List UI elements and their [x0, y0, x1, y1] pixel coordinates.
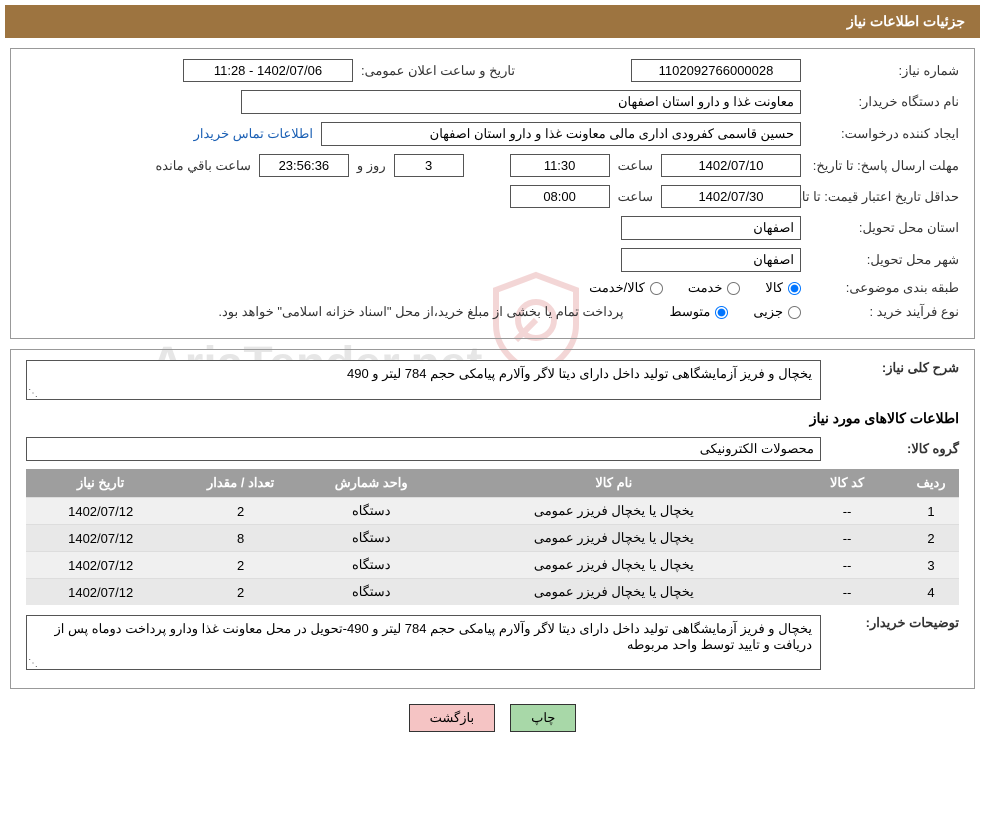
table-cell: دستگاه [306, 579, 437, 606]
table-cell: 2 [175, 579, 306, 606]
requester-label: ایجاد کننده درخواست: [809, 126, 959, 142]
table-cell: -- [791, 579, 903, 606]
table-row: 3--یخچال یا یخچال فریزر عمومیدستگاه21402… [26, 552, 959, 579]
table-header-cell: نام کالا [437, 469, 792, 498]
table-cell: یخچال یا یخچال فریزر عمومی [437, 525, 792, 552]
deadline-date-value: 1402/07/10 [661, 154, 801, 177]
group-label: گروه کالا: [829, 441, 959, 457]
table-cell: 2 [903, 525, 959, 552]
countdown-value: 23:56:36 [259, 154, 349, 177]
table-cell: یخچال یا یخچال فریزر عمومی [437, 579, 792, 606]
purchase-medium-option[interactable]: متوسط [669, 304, 728, 320]
table-cell: -- [791, 498, 903, 525]
overview-textarea[interactable]: یخچال و فریز آزمایشگاهی تولید داخل دارای… [26, 360, 821, 400]
category-radio-group: کالا خدمت کالا/خدمت [589, 280, 801, 296]
category-goods-service-option[interactable]: کالا/خدمت [589, 280, 663, 296]
table-cell: 3 [903, 552, 959, 579]
category-label: طبقه بندی موضوعی: [809, 280, 959, 296]
buyer-org-value: معاونت غذا و دارو استان اصفهان [241, 90, 801, 114]
details-section: شرح کلی نیاز: یخچال و فریز آزمایشگاهی تو… [10, 349, 975, 689]
table-cell: 1402/07/12 [26, 579, 175, 606]
print-button[interactable]: چاپ [510, 704, 576, 732]
announce-label: تاریخ و ساعت اعلان عمومی: [361, 63, 515, 79]
buyer-notes-label: توضیحات خریدار: [829, 615, 959, 631]
contact-link[interactable]: اطلاعات تماس خریدار [194, 126, 313, 142]
remaining-label: ساعت باقي مانده [155, 158, 250, 174]
table-cell: یخچال یا یخچال فریزر عمومی [437, 498, 792, 525]
purchase-partial-label: جزیی [753, 304, 783, 320]
table-body: 1--یخچال یا یخچال فریزر عمومیدستگاه21402… [26, 498, 959, 606]
table-cell: 1 [903, 498, 959, 525]
table-cell: دستگاه [306, 498, 437, 525]
page-header: جزئیات اطلاعات نیاز [5, 5, 980, 38]
table-cell: 1402/07/12 [26, 552, 175, 579]
table-cell: 1402/07/12 [26, 525, 175, 552]
category-goods-option[interactable]: کالا [765, 280, 801, 296]
table-cell: 8 [175, 525, 306, 552]
table-cell: 1402/07/12 [26, 498, 175, 525]
province-label: استان محل تحویل: [809, 220, 959, 236]
validity-label: حداقل تاریخ اعتبار قیمت: تا تاریخ: [809, 189, 959, 205]
validity-time-value: 08:00 [510, 185, 610, 208]
category-service-option[interactable]: خدمت [688, 280, 741, 296]
table-header-cell: تعداد / مقدار [175, 469, 306, 498]
table-cell: یخچال یا یخچال فریزر عمومی [437, 552, 792, 579]
table-cell: 2 [175, 552, 306, 579]
overview-label: شرح کلی نیاز: [829, 360, 959, 376]
province-value: اصفهان [621, 216, 801, 240]
table-header-cell: ردیف [903, 469, 959, 498]
table-header-cell: واحد شمارش [306, 469, 437, 498]
category-goods-label: کالا [765, 280, 783, 296]
deadline-time-value: 11:30 [510, 154, 610, 177]
resize-handle-icon-2[interactable]: ⋰ [28, 658, 38, 669]
time-label-2: ساعت [618, 189, 653, 205]
table-row: 1--یخچال یا یخچال فریزر عمومیدستگاه21402… [26, 498, 959, 525]
days-label: روز و [357, 158, 386, 174]
purchase-type-radio-group: جزیی متوسط [669, 304, 801, 320]
deadline-label: مهلت ارسال پاسخ: تا تاریخ: [809, 158, 959, 174]
table-header-cell: تاریخ نیاز [26, 469, 175, 498]
requester-value: حسین قاسمی کفرودی اداری مالی معاونت غذا … [321, 122, 801, 146]
announce-date-value: 1402/07/06 - 11:28 [183, 59, 353, 82]
need-number-value: 1102092766000028 [631, 59, 801, 82]
category-goods-service-radio[interactable] [650, 282, 663, 295]
time-label-1: ساعت [618, 158, 653, 174]
table-cell: دستگاه [306, 552, 437, 579]
table-row: 2--یخچال یا یخچال فریزر عمومیدستگاه81402… [26, 525, 959, 552]
table-header-cell: کد کالا [791, 469, 903, 498]
city-label: شهر محل تحویل: [809, 252, 959, 268]
purchase-medium-label: متوسط [669, 304, 710, 320]
resize-handle-icon[interactable]: ⋰ [28, 388, 38, 399]
category-goods-radio[interactable] [788, 282, 801, 295]
table-header-row: ردیفکد کالانام کالاواحد شمارشتعداد / مقد… [26, 469, 959, 498]
city-value: اصفهان [621, 248, 801, 272]
back-button[interactable]: بازگشت [409, 704, 495, 732]
purchase-partial-option[interactable]: جزیی [753, 304, 801, 320]
validity-date-value: 1402/07/30 [661, 185, 801, 208]
buyer-org-label: نام دستگاه خریدار: [809, 94, 959, 110]
buyer-notes-textarea[interactable]: یخچال و فریز آزمایشگاهی تولید داخل دارای… [26, 615, 821, 670]
table-cell: 4 [903, 579, 959, 606]
table-cell: 2 [175, 498, 306, 525]
goods-info-title: اطلاعات کالاهای مورد نیاز [26, 410, 959, 427]
purchase-type-label: نوع فرآیند خرید : [809, 304, 959, 320]
table-cell: -- [791, 552, 903, 579]
category-service-label: خدمت [688, 280, 723, 296]
purchase-medium-radio[interactable] [715, 306, 728, 319]
table-cell: -- [791, 525, 903, 552]
need-number-label: شماره نیاز: [809, 63, 959, 79]
buttons-row: چاپ بازگشت [5, 704, 980, 732]
page-title: جزئیات اطلاعات نیاز [847, 13, 965, 29]
table-cell: دستگاه [306, 525, 437, 552]
form-section: شماره نیاز: 1102092766000028 تاریخ و ساع… [10, 48, 975, 339]
purchase-partial-radio[interactable] [788, 306, 801, 319]
purchase-note: پرداخت تمام یا بخشی از مبلغ خرید،از محل … [218, 304, 623, 320]
goods-table: ردیفکد کالانام کالاواحد شمارشتعداد / مقد… [26, 469, 959, 605]
category-goods-service-label: کالا/خدمت [589, 280, 645, 296]
group-value: محصولات الکترونیکی [26, 437, 821, 461]
category-service-radio[interactable] [727, 282, 740, 295]
days-count-value: 3 [394, 154, 464, 177]
table-row: 4--یخچال یا یخچال فریزر عمومیدستگاه21402… [26, 579, 959, 606]
